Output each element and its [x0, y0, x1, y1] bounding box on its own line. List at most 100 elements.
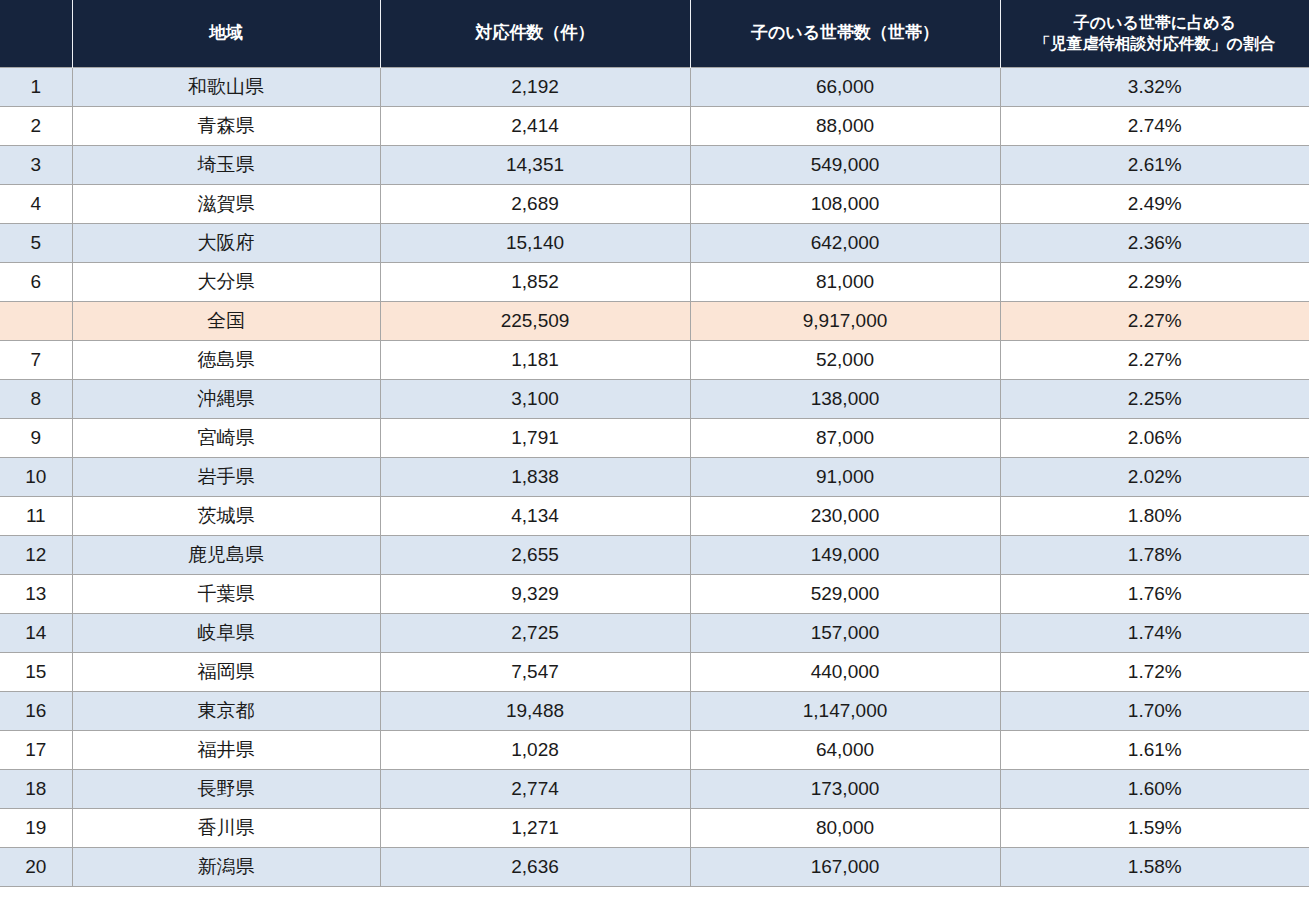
table-header: 地域 対応件数（件） 子のいる世帯数（世帯） 子のいる世帯に占める 「児童虐待相…: [0, 0, 1309, 67]
cases-cell: 2,725: [380, 613, 690, 652]
table-row: 12 鹿児島県 2,655 149,000 1.78%: [0, 535, 1309, 574]
rank-cell: 4: [0, 184, 72, 223]
table-row: 5 大阪府 15,140 642,000 2.36%: [0, 223, 1309, 262]
region-cell: 新潟県: [72, 847, 380, 886]
rank-cell: 3: [0, 145, 72, 184]
ratio-cell: 1.58%: [1000, 847, 1309, 886]
header-households: 子のいる世帯数（世帯）: [690, 0, 1000, 67]
rank-cell: 9: [0, 418, 72, 457]
table-row: 13 千葉県 9,329 529,000 1.76%: [0, 574, 1309, 613]
region-cell: 東京都: [72, 691, 380, 730]
ratio-cell: 1.60%: [1000, 769, 1309, 808]
ratio-cell: 2.27%: [1000, 301, 1309, 340]
region-cell: 鹿児島県: [72, 535, 380, 574]
region-cell: 宮崎県: [72, 418, 380, 457]
region-cell: 福井県: [72, 730, 380, 769]
households-cell: 549,000: [690, 145, 1000, 184]
households-cell: 529,000: [690, 574, 1000, 613]
cases-cell: 2,414: [380, 106, 690, 145]
table-row: 8 沖縄県 3,100 138,000 2.25%: [0, 379, 1309, 418]
rank-cell: 7: [0, 340, 72, 379]
ratio-cell: 1.80%: [1000, 496, 1309, 535]
table-row: 10 岩手県 1,838 91,000 2.02%: [0, 457, 1309, 496]
households-cell: 642,000: [690, 223, 1000, 262]
table-row: 3 埼玉県 14,351 549,000 2.61%: [0, 145, 1309, 184]
ratio-cell: 2.27%: [1000, 340, 1309, 379]
rank-cell: 18: [0, 769, 72, 808]
table-row: 4 滋賀県 2,689 108,000 2.49%: [0, 184, 1309, 223]
households-cell: 1,147,000: [690, 691, 1000, 730]
region-cell: 香川県: [72, 808, 380, 847]
households-cell: 66,000: [690, 67, 1000, 106]
cases-cell: 1,028: [380, 730, 690, 769]
header-row: 地域 対応件数（件） 子のいる世帯数（世帯） 子のいる世帯に占める 「児童虐待相…: [0, 0, 1309, 67]
region-cell: 青森県: [72, 106, 380, 145]
table-row: 15 福岡県 7,547 440,000 1.72%: [0, 652, 1309, 691]
cases-cell: 1,838: [380, 457, 690, 496]
cases-cell: 9,329: [380, 574, 690, 613]
households-cell: 440,000: [690, 652, 1000, 691]
ratio-cell: 1.61%: [1000, 730, 1309, 769]
households-cell: 80,000: [690, 808, 1000, 847]
rank-cell: [0, 301, 72, 340]
households-cell: 167,000: [690, 847, 1000, 886]
households-cell: 64,000: [690, 730, 1000, 769]
table-row: 17 福井県 1,028 64,000 1.61%: [0, 730, 1309, 769]
table-row: 20 新潟県 2,636 167,000 1.58%: [0, 847, 1309, 886]
header-ratio: 子のいる世帯に占める 「児童虐待相談対応件数」の割合: [1000, 0, 1309, 67]
rank-cell: 12: [0, 535, 72, 574]
table-row: 7 徳島県 1,181 52,000 2.27%: [0, 340, 1309, 379]
households-cell: 173,000: [690, 769, 1000, 808]
cases-cell: 225,509: [380, 301, 690, 340]
region-cell: 大阪府: [72, 223, 380, 262]
rank-cell: 8: [0, 379, 72, 418]
ratio-cell: 1.70%: [1000, 691, 1309, 730]
table-row: 14 岐阜県 2,725 157,000 1.74%: [0, 613, 1309, 652]
cases-cell: 1,181: [380, 340, 690, 379]
cases-cell: 14,351: [380, 145, 690, 184]
table-row: 1 和歌山県 2,192 66,000 3.32%: [0, 67, 1309, 106]
table-row: 6 大分県 1,852 81,000 2.29%: [0, 262, 1309, 301]
rank-cell: 16: [0, 691, 72, 730]
rank-cell: 13: [0, 574, 72, 613]
rank-cell: 20: [0, 847, 72, 886]
region-cell: 福岡県: [72, 652, 380, 691]
ratio-cell: 1.72%: [1000, 652, 1309, 691]
rank-cell: 1: [0, 67, 72, 106]
cases-cell: 2,774: [380, 769, 690, 808]
ratio-cell: 2.25%: [1000, 379, 1309, 418]
rank-cell: 14: [0, 613, 72, 652]
ratio-cell: 2.29%: [1000, 262, 1309, 301]
rank-cell: 11: [0, 496, 72, 535]
rank-cell: 10: [0, 457, 72, 496]
ratio-cell: 2.74%: [1000, 106, 1309, 145]
ratio-cell: 2.06%: [1000, 418, 1309, 457]
cases-cell: 2,192: [380, 67, 690, 106]
cases-cell: 2,655: [380, 535, 690, 574]
households-cell: 149,000: [690, 535, 1000, 574]
cases-cell: 3,100: [380, 379, 690, 418]
households-cell: 87,000: [690, 418, 1000, 457]
table-row: 11 茨城県 4,134 230,000 1.80%: [0, 496, 1309, 535]
region-cell: 岐阜県: [72, 613, 380, 652]
households-cell: 138,000: [690, 379, 1000, 418]
cases-cell: 1,791: [380, 418, 690, 457]
cases-cell: 15,140: [380, 223, 690, 262]
ranking-table: 地域 対応件数（件） 子のいる世帯数（世帯） 子のいる世帯に占める 「児童虐待相…: [0, 0, 1309, 887]
region-cell: 千葉県: [72, 574, 380, 613]
ratio-cell: 2.61%: [1000, 145, 1309, 184]
cases-cell: 1,271: [380, 808, 690, 847]
region-cell: 大分県: [72, 262, 380, 301]
header-rank: [0, 0, 72, 67]
region-cell: 岩手県: [72, 457, 380, 496]
households-cell: 88,000: [690, 106, 1000, 145]
households-cell: 108,000: [690, 184, 1000, 223]
households-cell: 9,917,000: [690, 301, 1000, 340]
households-cell: 157,000: [690, 613, 1000, 652]
table-row: 18 長野県 2,774 173,000 1.60%: [0, 769, 1309, 808]
table-row: 16 東京都 19,488 1,147,000 1.70%: [0, 691, 1309, 730]
rank-cell: 19: [0, 808, 72, 847]
region-cell: 沖縄県: [72, 379, 380, 418]
region-cell: 徳島県: [72, 340, 380, 379]
ratio-cell: 1.78%: [1000, 535, 1309, 574]
